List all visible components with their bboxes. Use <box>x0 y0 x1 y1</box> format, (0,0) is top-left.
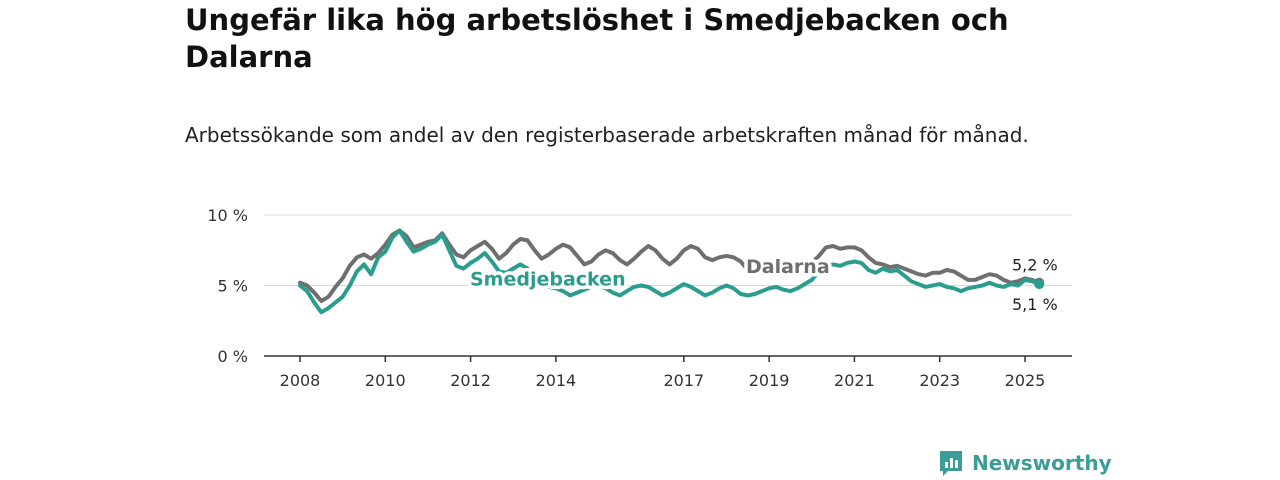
series-label-dalarna: Dalarna <box>746 256 830 278</box>
x-tick-label: 2025 <box>1005 371 1046 390</box>
y-tick-label: 5 % <box>218 277 248 296</box>
y-tick-label: 10 % <box>207 206 248 225</box>
chart-title: Ungefär lika hög arbetslöshet i Smedjeba… <box>185 3 1009 74</box>
newsworthy-logo-icon <box>940 451 962 476</box>
series-label-smedjebacken: Smedjebacken <box>470 269 626 291</box>
x-tick-label: 2019 <box>749 371 790 390</box>
data-label-smedjebacken: 5,1 % <box>1012 295 1058 314</box>
brand-logo: Newsworthy <box>938 447 1112 479</box>
x-tick-label: 2023 <box>919 371 960 390</box>
data-label-dalarna: 5,2 % <box>1012 256 1058 275</box>
series-endpoint-smedjebacken <box>1034 279 1045 290</box>
x-tick-label: 2014 <box>536 371 577 390</box>
x-tick-label: 2012 <box>450 371 491 390</box>
x-tick-label: 2008 <box>280 371 321 390</box>
chart-subtitle: Arbetssökande som andel av den registerb… <box>185 123 1029 147</box>
x-tick-label: 2010 <box>365 371 406 390</box>
series-line-dalarna <box>298 228 1042 303</box>
brand-name: Newsworthy <box>972 451 1112 475</box>
y-tick-label: 0 % <box>218 347 248 366</box>
series-line-smedjebacken <box>298 228 1042 315</box>
x-tick-label: 2017 <box>663 371 704 390</box>
x-tick-label: 2021 <box>834 371 875 390</box>
